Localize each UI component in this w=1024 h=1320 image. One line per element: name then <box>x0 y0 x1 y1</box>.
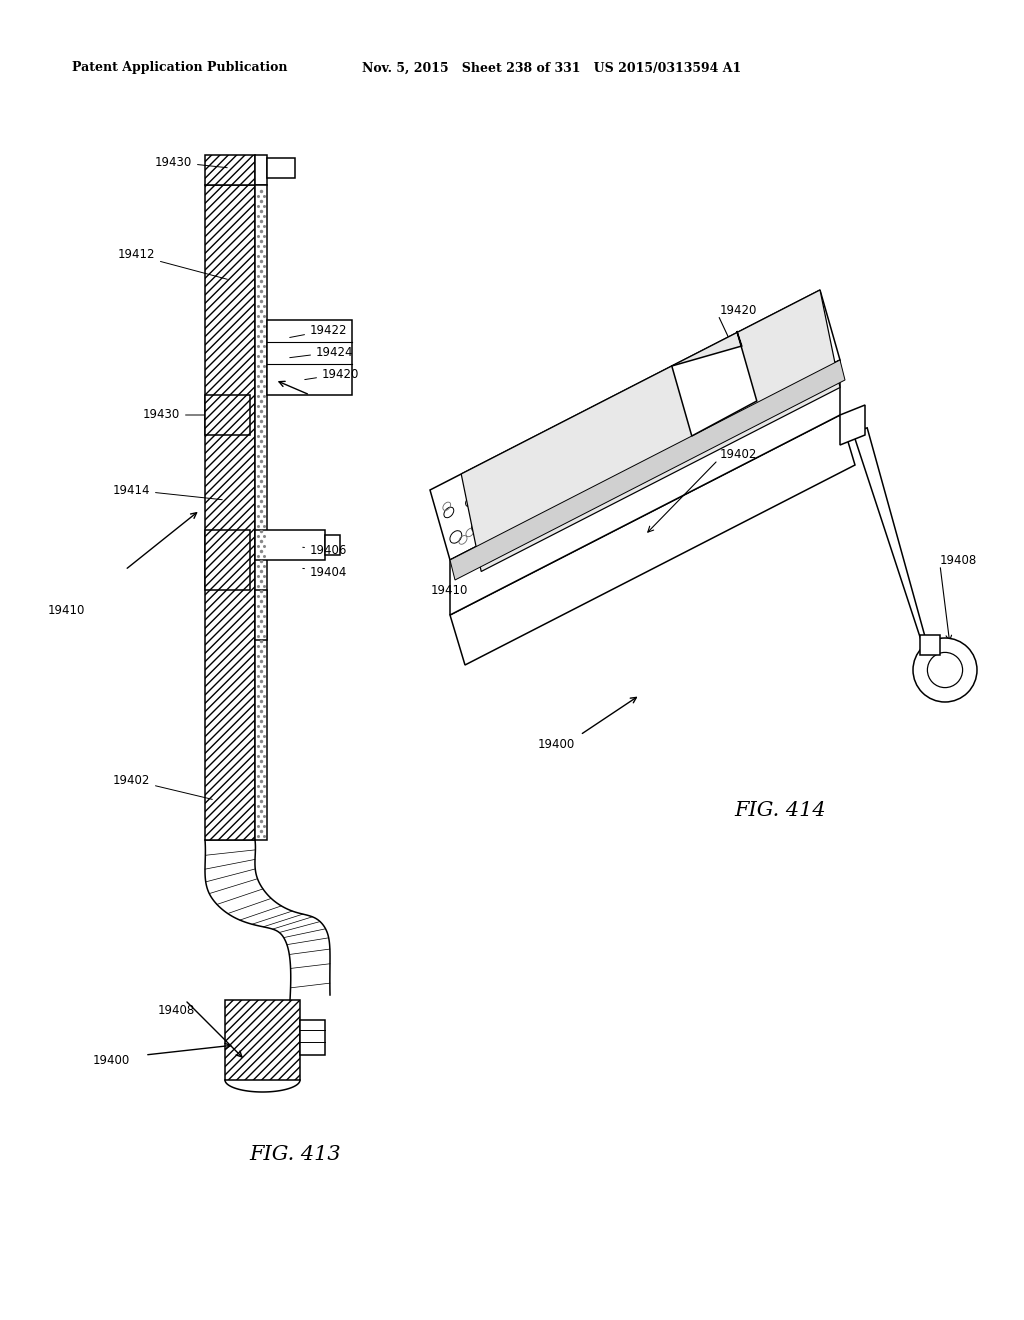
Bar <box>267 319 352 395</box>
Text: 19408: 19408 <box>940 553 977 566</box>
Text: 19400: 19400 <box>93 1053 130 1067</box>
Text: 19402: 19402 <box>113 774 212 800</box>
Bar <box>225 1001 300 1080</box>
Polygon shape <box>461 290 840 572</box>
Bar <box>267 158 295 178</box>
Text: 19406: 19406 <box>303 544 347 557</box>
Text: 19420: 19420 <box>305 367 359 380</box>
Text: 19402: 19402 <box>720 449 758 462</box>
Text: 19422: 19422 <box>290 323 347 338</box>
Text: 19404: 19404 <box>303 565 347 578</box>
Text: FIG. 413: FIG. 413 <box>249 1146 341 1164</box>
Bar <box>255 590 267 640</box>
Text: FIG. 414: FIG. 414 <box>734 800 825 820</box>
Circle shape <box>913 638 977 702</box>
Text: 19408: 19408 <box>158 1003 195 1016</box>
Text: 19410: 19410 <box>431 583 468 597</box>
Text: 19424: 19424 <box>290 346 353 359</box>
Text: 19430: 19430 <box>142 408 222 421</box>
Text: 19400: 19400 <box>538 738 575 751</box>
Text: Nov. 5, 2015   Sheet 238 of 331   US 2015/0313594 A1: Nov. 5, 2015 Sheet 238 of 331 US 2015/03… <box>362 62 741 74</box>
Text: 19420: 19420 <box>720 304 758 317</box>
Bar <box>255 531 325 560</box>
Bar <box>205 154 255 185</box>
Polygon shape <box>450 414 855 665</box>
Text: 19430: 19430 <box>155 156 227 169</box>
Bar <box>300 1020 325 1055</box>
Text: 19410: 19410 <box>48 603 85 616</box>
Bar <box>205 185 255 840</box>
Bar <box>325 535 340 554</box>
Text: 19414: 19414 <box>113 483 222 500</box>
Text: 19412: 19412 <box>118 248 227 280</box>
Bar <box>255 185 267 840</box>
Polygon shape <box>450 360 845 579</box>
Bar <box>255 154 267 185</box>
Text: 19430: 19430 <box>720 418 758 432</box>
Text: 19406: 19406 <box>720 388 758 401</box>
Bar <box>205 531 250 590</box>
Polygon shape <box>840 405 865 445</box>
Text: Patent Application Publication: Patent Application Publication <box>72 62 288 74</box>
Polygon shape <box>920 635 940 655</box>
Polygon shape <box>853 428 927 645</box>
Bar <box>205 395 250 436</box>
Polygon shape <box>672 331 757 436</box>
Polygon shape <box>430 290 840 560</box>
Polygon shape <box>450 360 840 615</box>
